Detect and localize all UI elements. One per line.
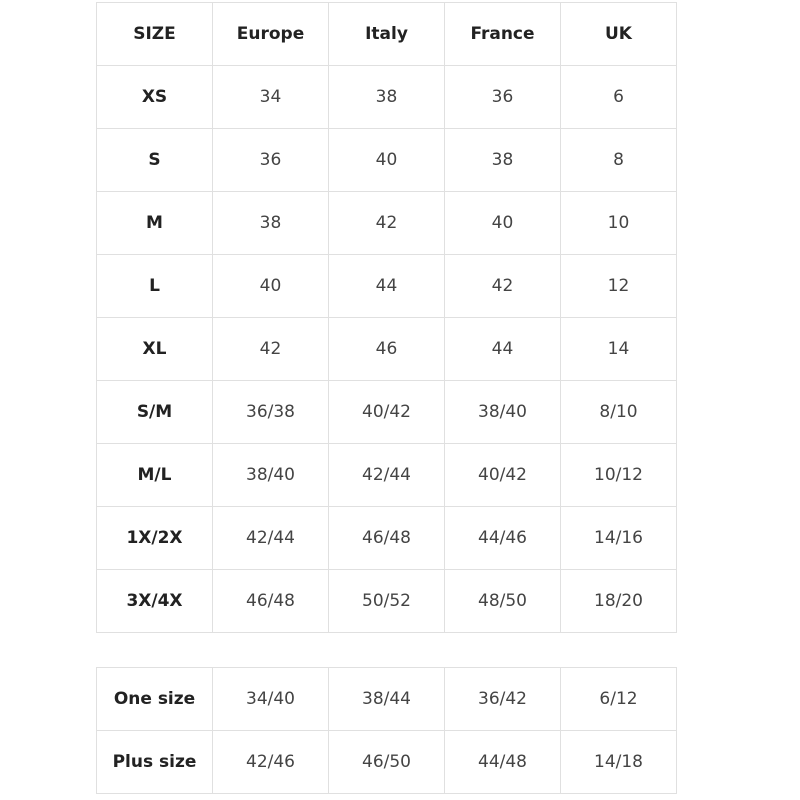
size-value-cell: 42	[212, 317, 329, 381]
size-label-cell: One size	[96, 667, 213, 731]
size-value-cell: 8	[560, 128, 677, 192]
size-value-cell: 44/48	[444, 730, 561, 794]
size-value-cell: 46/48	[328, 506, 445, 570]
size-value-cell: 34	[212, 65, 329, 129]
size-conversion-table: SIZE Europe Italy France UK XS 34 38 36 6 S 36 40 38 8…	[96, 2, 677, 633]
column-header: SIZE	[96, 2, 213, 66]
table-row: S/M 36/38 40/42 38/40 8/10	[96, 380, 677, 444]
size-value-cell: 42	[328, 191, 445, 255]
size-value-cell: 46	[328, 317, 445, 381]
table-row: M 38 42 40 10	[96, 191, 677, 255]
size-value-cell: 44	[444, 317, 561, 381]
size-value-cell: 14/18	[560, 730, 677, 794]
size-label-cell: S	[96, 128, 213, 192]
size-label-cell: M	[96, 191, 213, 255]
column-header: Italy	[328, 2, 445, 66]
table-row: XL 42 46 44 14	[96, 317, 677, 381]
size-value-cell: 42/44	[328, 443, 445, 507]
column-header: UK	[560, 2, 677, 66]
size-value-cell: 14	[560, 317, 677, 381]
size-label-cell: Plus size	[96, 730, 213, 794]
size-value-cell: 6/12	[560, 667, 677, 731]
size-value-cell: 36/38	[212, 380, 329, 444]
size-label-cell: M/L	[96, 443, 213, 507]
size-value-cell: 38/44	[328, 667, 445, 731]
table-row: 3X/4X 46/48 50/52 48/50 18/20	[96, 569, 677, 633]
size-value-cell: 14/16	[560, 506, 677, 570]
size-value-cell: 42/44	[212, 506, 329, 570]
size-value-cell: 36/42	[444, 667, 561, 731]
size-value-cell: 8/10	[560, 380, 677, 444]
size-range-table: One size 34/40 38/44 36/42 6/12 Plus size 42/4…	[96, 667, 677, 794]
table-row: XS 34 38 36 6	[96, 65, 677, 129]
size-value-cell: 10/12	[560, 443, 677, 507]
size-label-cell: L	[96, 254, 213, 318]
column-header: Europe	[212, 2, 329, 66]
size-label-cell: XS	[96, 65, 213, 129]
size-value-cell: 42/46	[212, 730, 329, 794]
size-value-cell: 48/50	[444, 569, 561, 633]
table-header-row: SIZE Europe Italy France UK	[96, 2, 677, 66]
size-value-cell: 40	[328, 128, 445, 192]
size-value-cell: 36	[212, 128, 329, 192]
size-value-cell: 40	[444, 191, 561, 255]
size-value-cell: 34/40	[212, 667, 329, 731]
table-row: M/L 38/40 42/44 40/42 10/12	[96, 443, 677, 507]
table-row: L 40 44 42 12	[96, 254, 677, 318]
size-value-cell: 38/40	[444, 380, 561, 444]
size-value-cell: 44	[328, 254, 445, 318]
size-value-cell: 10	[560, 191, 677, 255]
size-label-cell: XL	[96, 317, 213, 381]
size-value-cell: 50/52	[328, 569, 445, 633]
size-value-cell: 46/48	[212, 569, 329, 633]
size-label-cell: 1X/2X	[96, 506, 213, 570]
size-value-cell: 38	[328, 65, 445, 129]
size-value-cell: 44/46	[444, 506, 561, 570]
table-row: 1X/2X 42/44 46/48 44/46 14/16	[96, 506, 677, 570]
size-value-cell: 46/50	[328, 730, 445, 794]
size-label-cell: S/M	[96, 380, 213, 444]
size-value-cell: 38	[212, 191, 329, 255]
table-row: S 36 40 38 8	[96, 128, 677, 192]
size-value-cell: 12	[560, 254, 677, 318]
column-header: France	[444, 2, 561, 66]
table-row: One size 34/40 38/44 36/42 6/12	[96, 667, 677, 731]
size-value-cell: 40/42	[444, 443, 561, 507]
size-value-cell: 18/20	[560, 569, 677, 633]
size-value-cell: 42	[444, 254, 561, 318]
size-value-cell: 40	[212, 254, 329, 318]
size-value-cell: 40/42	[328, 380, 445, 444]
size-value-cell: 38/40	[212, 443, 329, 507]
size-value-cell: 6	[560, 65, 677, 129]
size-value-cell: 38	[444, 128, 561, 192]
size-label-cell: 3X/4X	[96, 569, 213, 633]
table-row: Plus size 42/46 46/50 44/48 14/18	[96, 730, 677, 794]
size-value-cell: 36	[444, 65, 561, 129]
